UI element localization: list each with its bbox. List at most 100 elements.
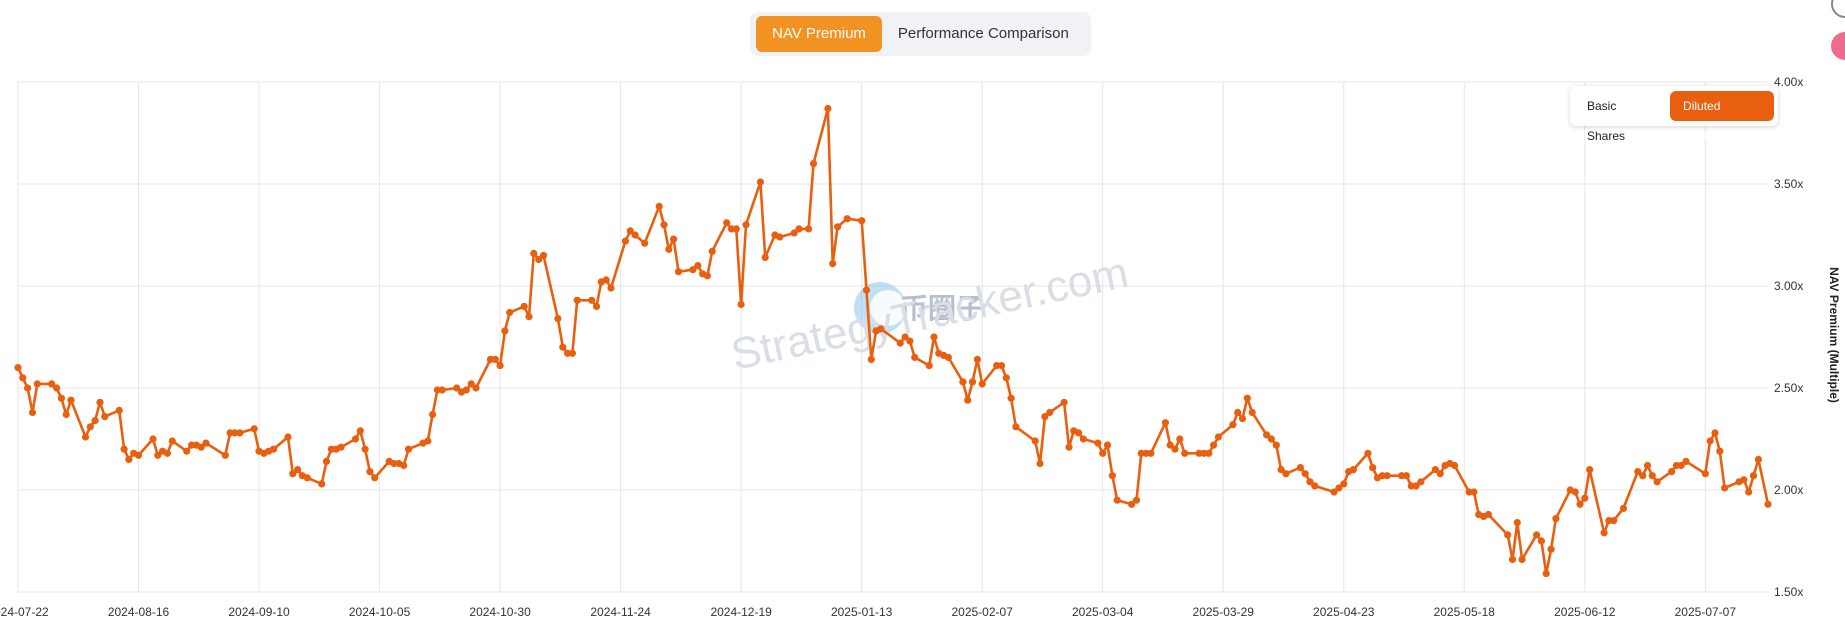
data-point: [1600, 529, 1608, 537]
x-tick-label: 2025-02-07: [951, 605, 1013, 619]
data-point: [1619, 504, 1627, 512]
data-point: [1364, 449, 1372, 457]
data-point: [1128, 500, 1136, 508]
data-point: [732, 225, 740, 233]
data-point: [1682, 457, 1690, 465]
diluted-shares-button[interactable]: Diluted Shares: [1670, 91, 1774, 143]
tab-nav-premium[interactable]: NAV Premium: [756, 16, 882, 52]
data-point: [1046, 408, 1054, 417]
data-point: [877, 325, 885, 333]
data-point: [453, 384, 461, 392]
data-point: [641, 239, 649, 247]
data-point: [250, 425, 258, 433]
data-point: [1417, 478, 1425, 486]
data-point: [689, 266, 697, 274]
data-point: [1002, 374, 1010, 382]
data-point: [48, 380, 56, 388]
data-point: [723, 219, 731, 227]
data-point: [1031, 437, 1039, 445]
data-point: [1508, 555, 1517, 564]
data-point: [501, 327, 509, 335]
data-point: [1041, 413, 1049, 421]
data-point: [1301, 470, 1309, 478]
x-tick-label: 2025-07-07: [1675, 605, 1737, 619]
data-point: [1234, 408, 1242, 417]
y-axis-label: NAV Premium (Multiple): [1827, 267, 1841, 403]
data-point: [665, 245, 673, 253]
data-point: [1036, 459, 1044, 468]
x-tick-label: 2024-11-24: [590, 605, 651, 619]
data-point: [1267, 435, 1275, 443]
watermark-logo-text: 币圈子: [900, 293, 984, 324]
data-point: [96, 398, 104, 406]
data-point: [761, 253, 769, 261]
data-point: [356, 427, 364, 435]
x-tick-label: 2024-12-19: [710, 605, 772, 619]
data-point: [163, 449, 171, 457]
data-point: [115, 406, 123, 414]
data-point: [14, 364, 22, 372]
data-point: [1571, 488, 1579, 496]
data-point: [86, 423, 94, 431]
data-point: [1721, 484, 1729, 492]
x-tick-label: 2024-08-16: [108, 605, 170, 619]
data-point: [438, 386, 446, 394]
data-point: [756, 178, 765, 186]
data-point: [626, 227, 634, 235]
data-point: [221, 451, 229, 459]
x-tick-label: 2025-03-29: [1193, 605, 1255, 619]
data-point: [834, 223, 842, 231]
data-point: [1272, 441, 1280, 449]
data-point: [1103, 441, 1112, 449]
data-point: [1533, 531, 1541, 539]
data-point: [1451, 461, 1459, 470]
data-point: [621, 237, 630, 245]
data-point: [429, 410, 437, 419]
data-point: [236, 429, 244, 437]
data-point: [674, 268, 683, 276]
data-point: [1701, 470, 1709, 478]
brand-badge-icon[interactable]: [1831, 32, 1845, 60]
data-point: [1210, 441, 1218, 449]
data-point: [694, 262, 702, 270]
data-point: [525, 313, 533, 321]
data-point: [1238, 415, 1247, 423]
x-tick-label: 2025-05-18: [1434, 605, 1496, 619]
data-point: [1754, 455, 1762, 463]
watermark-logo-inner-icon: [870, 290, 906, 326]
data-point: [28, 408, 37, 417]
data-point: [809, 160, 818, 168]
data-point: [1431, 466, 1439, 474]
data-point: [462, 386, 470, 394]
y-tick-label: 3.00x: [1774, 279, 1803, 293]
x-tick-label: 2025-04-23: [1313, 605, 1375, 619]
tab-performance-comparison[interactable]: Performance Comparison: [897, 25, 1069, 42]
data-point: [361, 445, 369, 453]
data-point: [183, 447, 191, 455]
data-point: [1171, 445, 1179, 453]
basic-shares-button[interactable]: Basic Shares: [1587, 99, 1626, 143]
data-point: [154, 451, 162, 459]
data-point: [588, 296, 596, 304]
data-point: [535, 255, 543, 264]
data-point: [366, 468, 374, 476]
data-point: [491, 355, 499, 363]
data-point: [1383, 472, 1391, 480]
data-point: [81, 433, 90, 441]
data-point: [554, 315, 562, 323]
data-point: [1518, 555, 1526, 564]
data-point: [1311, 482, 1319, 490]
data-point: [1653, 478, 1661, 486]
y-tick-label: 1.50x: [1774, 585, 1803, 599]
data-point: [824, 104, 832, 113]
y-axis-ticks: 1.50x 2.00x 2.50x 3.00x 3.50x 4.00x: [1774, 75, 1803, 599]
data-point: [559, 343, 567, 351]
data-point: [1079, 435, 1087, 443]
share-type-toggle: Basic Shares Diluted Shares: [1570, 86, 1778, 143]
data-point: [1012, 423, 1020, 431]
data-point: [269, 445, 278, 453]
data-point: [829, 260, 837, 268]
data-point: [805, 225, 813, 233]
data-point: [1065, 443, 1073, 451]
